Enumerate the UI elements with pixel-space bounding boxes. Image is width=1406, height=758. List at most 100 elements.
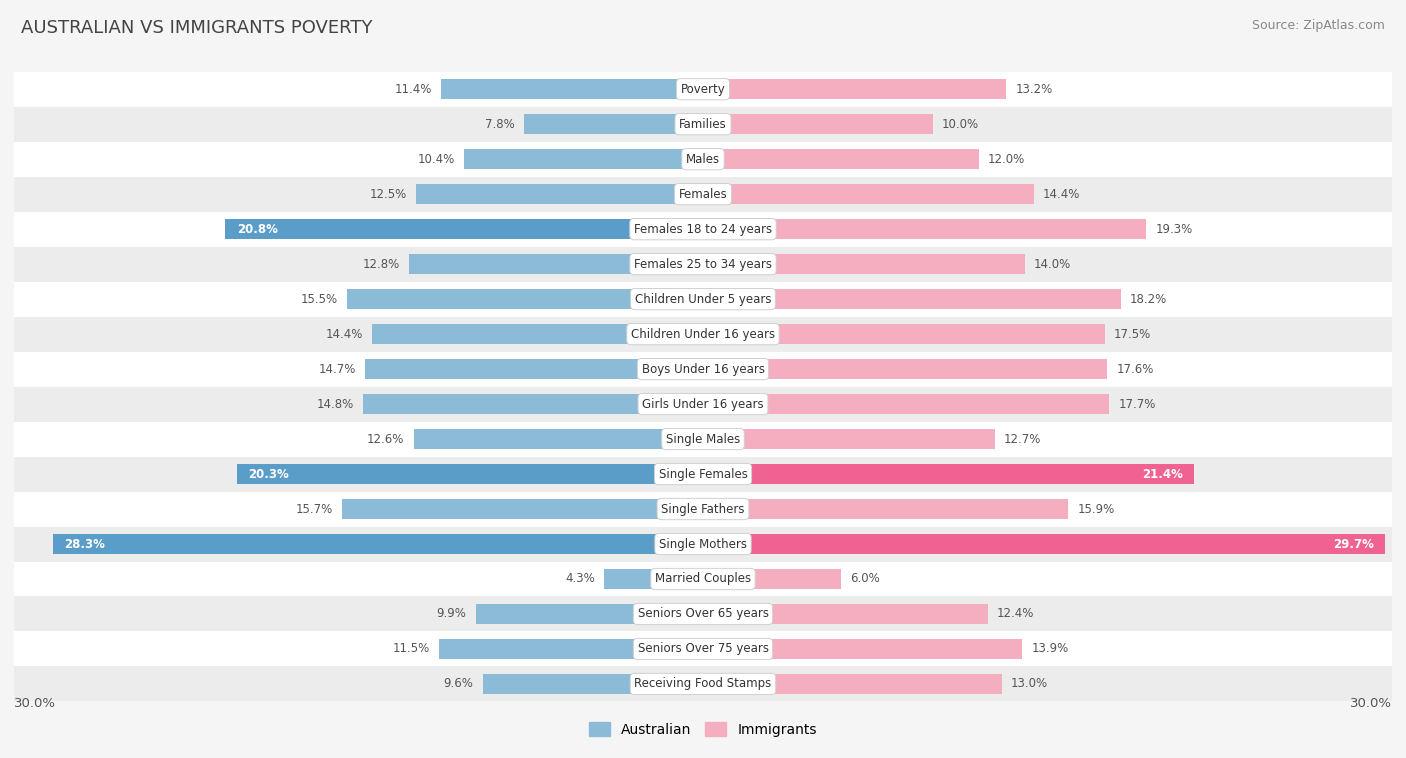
Text: 13.9%: 13.9%	[1032, 643, 1069, 656]
Text: 10.0%: 10.0%	[942, 117, 979, 130]
Bar	[703, 499, 1069, 519]
Text: 14.0%: 14.0%	[1033, 258, 1071, 271]
Bar	[14, 317, 1392, 352]
Text: 30.0%: 30.0%	[1350, 697, 1392, 709]
Bar	[14, 142, 1392, 177]
Bar	[703, 254, 1025, 274]
Bar	[703, 464, 1195, 484]
Text: Married Couples: Married Couples	[655, 572, 751, 585]
Text: Single Males: Single Males	[666, 433, 740, 446]
Bar	[14, 282, 1392, 317]
Text: 7.8%: 7.8%	[485, 117, 515, 130]
Text: Single Mothers: Single Mothers	[659, 537, 747, 550]
Bar	[14, 421, 1392, 456]
Text: Source: ZipAtlas.com: Source: ZipAtlas.com	[1251, 19, 1385, 32]
Bar	[14, 107, 1392, 142]
Bar	[14, 562, 1392, 597]
Text: Families: Families	[679, 117, 727, 130]
Bar	[524, 114, 703, 134]
Bar	[703, 674, 1001, 694]
Text: Seniors Over 65 years: Seniors Over 65 years	[637, 607, 769, 621]
Text: 9.9%: 9.9%	[437, 607, 467, 621]
Text: Single Fathers: Single Fathers	[661, 503, 745, 515]
Text: AUSTRALIAN VS IMMIGRANTS POVERTY: AUSTRALIAN VS IMMIGRANTS POVERTY	[21, 19, 373, 37]
Text: Receiving Food Stamps: Receiving Food Stamps	[634, 678, 772, 691]
Text: 30.0%: 30.0%	[14, 697, 56, 709]
Bar	[14, 246, 1392, 282]
Bar	[703, 149, 979, 169]
Text: Single Females: Single Females	[658, 468, 748, 481]
Bar	[409, 254, 703, 274]
Text: 19.3%: 19.3%	[1156, 223, 1192, 236]
Text: 11.4%: 11.4%	[395, 83, 432, 96]
Bar	[703, 79, 1007, 99]
Bar	[53, 534, 703, 554]
Text: 18.2%: 18.2%	[1130, 293, 1167, 305]
Text: 12.5%: 12.5%	[370, 188, 406, 201]
Text: 10.4%: 10.4%	[418, 152, 456, 166]
Bar	[703, 429, 994, 449]
Text: 11.5%: 11.5%	[392, 643, 430, 656]
Bar	[14, 527, 1392, 562]
Text: 29.7%: 29.7%	[1333, 537, 1374, 550]
Bar	[703, 324, 1105, 344]
Legend: Australian, Immigrants: Australian, Immigrants	[583, 716, 823, 743]
Bar	[482, 674, 703, 694]
Text: 14.7%: 14.7%	[319, 362, 356, 375]
Text: 17.6%: 17.6%	[1116, 362, 1154, 375]
Text: 9.6%: 9.6%	[443, 678, 474, 691]
Bar	[439, 639, 703, 659]
Text: 15.7%: 15.7%	[297, 503, 333, 515]
Text: 17.7%: 17.7%	[1119, 398, 1156, 411]
Bar	[441, 79, 703, 99]
Text: 17.5%: 17.5%	[1114, 327, 1152, 340]
Bar	[225, 219, 703, 240]
Bar	[14, 211, 1392, 246]
Text: Males: Males	[686, 152, 720, 166]
Bar	[703, 534, 1385, 554]
Text: 12.8%: 12.8%	[363, 258, 399, 271]
Bar	[703, 289, 1121, 309]
Text: 20.8%: 20.8%	[236, 223, 278, 236]
Bar	[14, 491, 1392, 527]
Bar	[366, 359, 703, 379]
Text: Girls Under 16 years: Girls Under 16 years	[643, 398, 763, 411]
Bar	[14, 387, 1392, 421]
Text: 4.3%: 4.3%	[565, 572, 595, 585]
Text: Children Under 16 years: Children Under 16 years	[631, 327, 775, 340]
Bar	[373, 324, 703, 344]
Text: 21.4%: 21.4%	[1142, 468, 1182, 481]
Bar	[14, 352, 1392, 387]
Bar	[703, 568, 841, 589]
Text: Seniors Over 75 years: Seniors Over 75 years	[637, 643, 769, 656]
Text: 15.5%: 15.5%	[301, 293, 337, 305]
Text: 12.7%: 12.7%	[1004, 433, 1042, 446]
Text: 13.2%: 13.2%	[1015, 83, 1053, 96]
Text: Children Under 5 years: Children Under 5 years	[634, 293, 772, 305]
Text: Boys Under 16 years: Boys Under 16 years	[641, 362, 765, 375]
Text: 14.4%: 14.4%	[1043, 188, 1080, 201]
Text: Females: Females	[679, 188, 727, 201]
Text: 6.0%: 6.0%	[851, 572, 880, 585]
Bar	[703, 114, 932, 134]
Bar	[703, 219, 1146, 240]
Bar	[703, 359, 1107, 379]
Bar	[14, 597, 1392, 631]
Text: 14.4%: 14.4%	[326, 327, 363, 340]
Bar	[14, 631, 1392, 666]
Bar	[14, 72, 1392, 107]
Text: 12.0%: 12.0%	[988, 152, 1025, 166]
Bar	[703, 394, 1109, 414]
Bar	[475, 604, 703, 624]
Text: 12.6%: 12.6%	[367, 433, 405, 446]
Bar	[363, 394, 703, 414]
Bar	[343, 499, 703, 519]
Bar	[347, 289, 703, 309]
Bar	[413, 429, 703, 449]
Text: 14.8%: 14.8%	[316, 398, 354, 411]
Bar	[14, 456, 1392, 491]
Bar	[416, 184, 703, 205]
Bar	[605, 568, 703, 589]
Text: 20.3%: 20.3%	[249, 468, 290, 481]
Text: Poverty: Poverty	[681, 83, 725, 96]
